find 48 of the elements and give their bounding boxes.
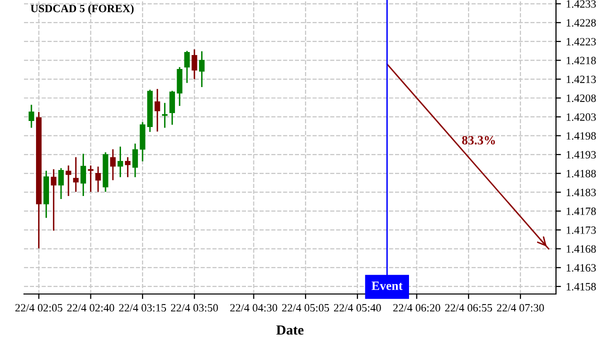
- y-tick-label: 1.4213: [566, 76, 596, 84]
- x-tick-label: 22/4 03:15: [119, 304, 166, 312]
- y-tick-label: 1.4173: [566, 226, 596, 234]
- y-tick-label: 1.4163: [566, 264, 596, 272]
- candlestick: [118, 146, 124, 178]
- y-tick-label: 1.4223: [566, 38, 596, 46]
- y-tick-label: 1.4228: [566, 19, 596, 27]
- y-tick-label: 1.4208: [566, 94, 596, 102]
- candlestick: [132, 142, 138, 178]
- candlestick: [199, 50, 205, 88]
- x-tick-label: 22/4 04:30: [230, 304, 278, 312]
- y-tick-label: 1.4158: [566, 282, 596, 290]
- y-tick-label: 1.4188: [566, 170, 596, 178]
- y-tick-label: 1.4193: [566, 151, 596, 159]
- x-tick-label: 22/4 05:40: [334, 304, 381, 312]
- y-tick-label: 1.4233: [566, 0, 596, 8]
- y-tick-label: 1.4183: [566, 188, 596, 196]
- candlestick: [124, 156, 131, 178]
- candlestick: [58, 167, 64, 200]
- candlestick: [50, 168, 56, 232]
- x-tick-label: 22/4 07:30: [497, 304, 544, 312]
- x-axis-title: Date: [276, 325, 304, 335]
- x-tick-label: 22/4 06:20: [393, 304, 440, 312]
- ref-line-label: Event: [372, 282, 403, 290]
- candlestick: [66, 164, 72, 197]
- x-tick-label: 22/4 02:05: [15, 304, 62, 312]
- x-tick-label: 22/4 02:40: [67, 304, 114, 312]
- candlestick: [28, 104, 34, 128]
- y-tick-label: 1.4203: [566, 113, 596, 121]
- y-tick-label: 1.4218: [566, 56, 596, 64]
- candlestick: [95, 166, 101, 193]
- candlestick: [184, 50, 190, 84]
- candlestick: [154, 88, 160, 132]
- candlestick: [169, 90, 175, 126]
- x-tick-label: 22/4 06:55: [445, 304, 492, 312]
- y-tick-label: 1.4198: [566, 132, 596, 140]
- candlestick: [192, 48, 198, 80]
- candlestick: [110, 148, 116, 181]
- y-tick-label: 1.4168: [566, 245, 596, 253]
- candlestick: [161, 102, 168, 128]
- y-tick-label: 1.4178: [566, 208, 596, 216]
- candlestick: [73, 156, 79, 193]
- candlestick: [80, 153, 86, 197]
- annotation: 83.3%: [462, 136, 495, 145]
- x-tick-label: 22/4 05:05: [282, 304, 330, 312]
- chart-title: USDCAD 5 (FOREX): [30, 4, 134, 14]
- x-tick-label: 22/4 03:50: [170, 304, 218, 312]
- candlestick: [87, 164, 94, 193]
